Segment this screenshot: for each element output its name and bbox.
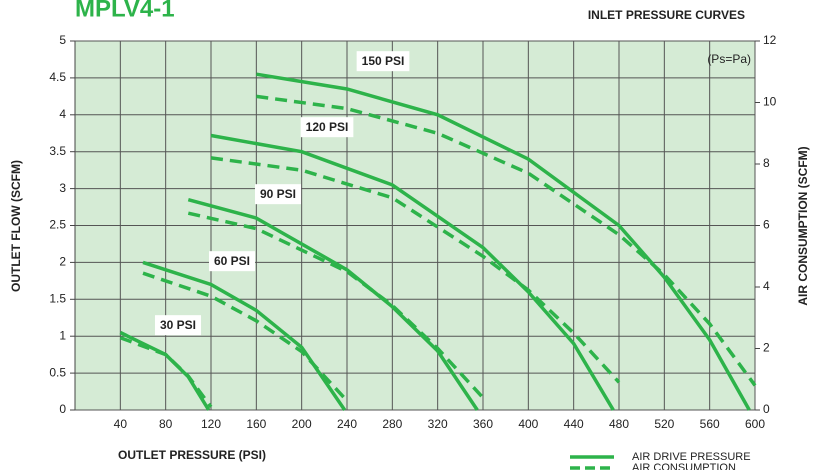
y2-tick-label: 0 — [763, 402, 770, 416]
y-tick-label: 1.5 — [49, 291, 66, 305]
x-tick-label: 160 — [246, 417, 266, 431]
x-tick-label: 560 — [700, 417, 720, 431]
x-tick-label: 200 — [292, 417, 312, 431]
y-tick-label: 2 — [59, 255, 66, 269]
curve-label-group: 120 PSI — [300, 117, 354, 138]
x-tick-label: 400 — [518, 417, 538, 431]
y-tick-label: 5 — [59, 33, 66, 47]
y-axis-label: OUTLET FLOW (SCFM) — [9, 160, 23, 292]
curve-label-group: 60 PSI — [208, 251, 256, 272]
y2-tick-label: 10 — [763, 95, 777, 109]
pressure-line — [119, 330, 211, 411]
y-tick-label: 4.5 — [49, 70, 66, 84]
annotation: (Ps=Pa) — [707, 52, 751, 66]
x-tick-label: 120 — [201, 417, 221, 431]
consumption-line — [210, 156, 621, 384]
curve-label-bg — [300, 117, 354, 138]
curve-label: 60 PSI — [214, 254, 250, 268]
pressure-line — [142, 260, 347, 411]
x-axis-label: OUTLET PRESSURE (PSI) — [118, 448, 266, 462]
curve-label-bg — [356, 51, 410, 72]
curve-label-bg — [154, 315, 202, 336]
x-tick-label: 480 — [609, 417, 629, 431]
y2-tick-label: 12 — [763, 33, 777, 47]
y2-tick-label: 8 — [763, 156, 770, 170]
curve-label: 150 PSI — [362, 54, 405, 68]
y2-tick-label: 4 — [763, 279, 770, 293]
y-tick-label: 3.5 — [49, 144, 66, 158]
x-tick-label: 360 — [473, 417, 493, 431]
x-tick-label: 280 — [382, 417, 402, 431]
curve-label: 120 PSI — [306, 120, 349, 134]
curve-label: 30 PSI — [160, 318, 196, 332]
chart-title: MPLV4-1 — [75, 0, 175, 22]
pressure-line — [256, 72, 751, 411]
pressure-line — [187, 198, 479, 411]
y-tick-label: 2.5 — [49, 218, 66, 232]
curve-label-bg — [208, 251, 256, 272]
x-tick-label: 600 — [745, 417, 765, 431]
x-tick-label: 320 — [428, 417, 448, 431]
curve-label: 90 PSI — [260, 187, 296, 201]
legend-label: AIR DRIVE PRESSURE — [632, 451, 751, 463]
curve-label-bg — [254, 184, 302, 205]
y-tick-label: 1 — [59, 328, 66, 342]
y-tick-label: 0 — [59, 402, 66, 416]
curve-label-group: 30 PSI — [154, 315, 202, 336]
x-tick-label: 40 — [114, 417, 128, 431]
x-tick-label: 520 — [654, 417, 674, 431]
y2-tick-label: 2 — [763, 341, 770, 355]
curve-label-group: 90 PSI — [254, 184, 302, 205]
y2-axis-label: AIR CONSUMPTION (SCFM) — [796, 146, 810, 305]
y2-tick-label: 6 — [763, 218, 770, 232]
curve-label-group: 150 PSI — [356, 51, 410, 72]
x-tick-label: 440 — [564, 417, 584, 431]
chart-subtitle: INLET PRESSURE CURVES — [588, 8, 745, 22]
x-tick-label: 80 — [159, 417, 173, 431]
pressure-line — [210, 133, 615, 411]
y-tick-label: 4 — [59, 107, 66, 121]
legend-label: AIR CONSUMPTION — [632, 462, 736, 470]
y-tick-label: 3 — [59, 181, 66, 195]
x-tick-label: 240 — [337, 417, 357, 431]
y-tick-label: 0.5 — [49, 365, 66, 379]
